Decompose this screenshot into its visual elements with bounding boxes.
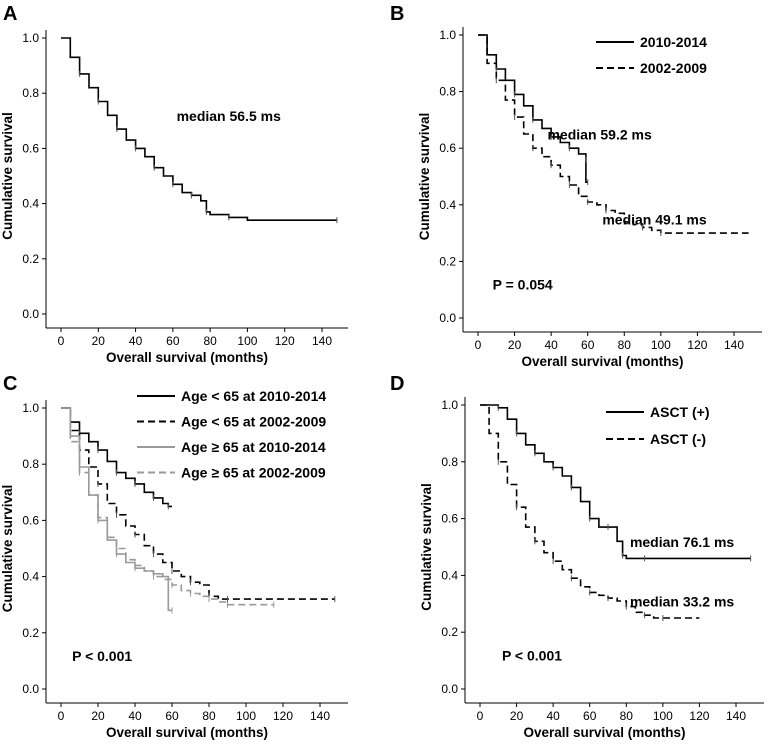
panel-c-y-tick-label: 0.4 <box>22 570 39 584</box>
panel-a-y-tick-label: 0.2 <box>22 252 39 266</box>
panel-a-y-axis-label: Cumulative survival <box>0 112 15 240</box>
panel-d-y-tick-label: 0.6 <box>441 512 458 526</box>
panel-a-series-1-curve <box>61 37 337 221</box>
panel-d-annotation: P < 0.001 <box>502 648 562 664</box>
panel-c-series-1-curve <box>61 407 172 508</box>
panel-a-y-tick-label: 0.8 <box>22 86 39 100</box>
panel-c-x-tick-label: 0 <box>58 709 65 723</box>
panel-b-y-axis-label: Cumulative survival <box>417 113 432 241</box>
panel-d-x-axis-label: Overall survival (months) <box>523 725 685 740</box>
panel-a-x-axis-label: Overall survival (months) <box>106 350 268 365</box>
panel-c-x-tick-label: 140 <box>310 709 330 723</box>
panel-c-x-tick-label: 120 <box>273 709 293 723</box>
panel-c-x-tick-label: 20 <box>91 709 105 723</box>
panel-b-y-tick-label: 0.4 <box>439 198 456 212</box>
panel-d-legend-label: ASCT (-) <box>650 431 706 447</box>
panel-c-legend-label: Age ≥ 65 at 2002-2009 <box>181 465 326 481</box>
panel-b-y-tick-label: 0.2 <box>439 254 456 268</box>
panel-b-annotation: median 49.1 ms <box>602 212 706 228</box>
panel-a-x-tick-label: 20 <box>92 334 106 348</box>
panel-a-x-tick-label: 120 <box>275 334 295 348</box>
panel-c-y-tick-label: 0.8 <box>22 457 39 471</box>
panel-d-x-tick-label: 80 <box>620 709 634 723</box>
panel-a-x-tick-label: 60 <box>166 334 180 348</box>
panel-c-series-2-curve <box>61 407 335 600</box>
panel-b-annotation: P = 0.054 <box>493 277 553 293</box>
panel-b-series-2-curve <box>478 34 749 234</box>
panel-d-y-tick-label: 0.0 <box>441 682 458 696</box>
panel-d-letter: D <box>390 373 404 395</box>
panel-d-x-tick-label: 120 <box>689 709 709 723</box>
panel-c-letter: C <box>3 373 17 395</box>
panel-b-legend-label: 2010-2014 <box>640 34 707 50</box>
panel-b-x-tick-label: 20 <box>508 338 522 352</box>
panel-d-y-tick-label: 0.8 <box>441 455 458 469</box>
panel-a-x-tick-label: 80 <box>203 334 217 348</box>
panel-d-x-tick-label: 140 <box>726 709 746 723</box>
panel-c-y-tick-label: 1.0 <box>22 401 39 415</box>
panel-c-x-axis-label: Overall survival (months) <box>106 725 268 740</box>
panel-b-x-tick-label: 120 <box>687 338 707 352</box>
panel-d-annotation: median 33.2 ms <box>630 594 734 610</box>
panel-c-x-tick-label: 80 <box>202 709 216 723</box>
panel-d-x-tick-label: 20 <box>510 709 524 723</box>
panel-c-x-tick-label: 40 <box>128 709 142 723</box>
panel-d-x-tick-label: 0 <box>477 709 484 723</box>
panel-a-annotation: median 56.5 ms <box>177 108 281 124</box>
panel-c-y-tick-label: 0.0 <box>22 682 39 696</box>
panel-a-y-tick-label: 0.0 <box>22 307 39 321</box>
panel-a-x-tick-label: 40 <box>129 334 143 348</box>
panel-d-y-tick-label: 0.4 <box>441 568 458 582</box>
panel-d-y-tick-label: 0.2 <box>441 625 458 639</box>
panel-b-x-tick-label: 80 <box>618 338 632 352</box>
panel-b-x-tick-label: 0 <box>475 338 482 352</box>
panel-c-annotation: P < 0.001 <box>72 648 132 664</box>
panel-d: D 0.0 0.2 0.4 0.6 0.8 1.0 0 20 40 60 80 100 120 140 Ove… <box>390 373 764 740</box>
panel-a-y-tick-label: 0.4 <box>22 197 39 211</box>
panel-b-x-axis-label: Overall survival (months) <box>521 354 683 369</box>
panel-c-legend-label: Age < 65 at 2010-2014 <box>181 388 326 404</box>
panel-a-x-tick-label: 100 <box>237 334 257 348</box>
panel-c-y-axis-label: Cumulative survival <box>0 485 15 613</box>
panel-b-legend-label: 2002-2009 <box>640 60 707 76</box>
panel-c: C 0.0 0.2 0.4 0.6 0.8 1.0 0 20 40 60 80 100 120 140 Ove… <box>0 373 348 740</box>
panel-c-series-4-curve <box>61 407 274 606</box>
panel-d-y-tick-label: 1.0 <box>441 398 458 412</box>
panel-b-y-tick-label: 0.6 <box>439 141 456 155</box>
panel-b-y-tick-label: 0.8 <box>439 85 456 99</box>
panel-d-annotation: median 76.1 ms <box>630 534 734 550</box>
panel-d-x-tick-label: 40 <box>546 709 560 723</box>
panel-b-x-tick-label: 100 <box>651 338 671 352</box>
panel-b: B 0.0 0.2 0.4 0.6 0.8 1.0 0 20 40 60 80 100 120 140 Ove… <box>390 3 762 369</box>
panel-d-legend-label: ASCT (+) <box>650 404 710 420</box>
panel-c-x-tick-label: 60 <box>165 709 179 723</box>
panel-b-y-tick-label: 1.0 <box>439 28 456 42</box>
panel-d-series-1-curve <box>480 404 751 560</box>
panel-a-x-tick-label: 140 <box>312 334 332 348</box>
panel-a-x-tick-label: 0 <box>58 334 65 348</box>
panel-b-annotation: median 59.2 ms <box>547 127 651 143</box>
panel-b-x-tick-label: 60 <box>581 338 595 352</box>
panel-d-x-tick-label: 60 <box>583 709 597 723</box>
panel-b-y-tick-label: 0.0 <box>439 311 456 325</box>
panel-b-letter: B <box>390 3 404 25</box>
panel-b-x-tick-label: 140 <box>724 338 744 352</box>
panel-c-y-tick-label: 0.2 <box>22 626 39 640</box>
panel-a-y-tick-label: 0.6 <box>22 141 39 155</box>
panel-d-x-tick-label: 100 <box>653 709 673 723</box>
panel-c-legend-label: Age < 65 at 2002-2009 <box>181 414 326 430</box>
panel-d-y-axis-label: Cumulative survival <box>419 483 434 611</box>
panel-a-y-tick-label: 1.0 <box>22 31 39 45</box>
panel-b-x-tick-label: 40 <box>544 338 558 352</box>
panel-a: A 0.0 0.2 0.4 0.6 0.8 1.0 0 20 40 60 80 100 120 140 Ove… <box>0 3 348 365</box>
panel-c-x-tick-label: 100 <box>236 709 256 723</box>
panel-a-letter: A <box>3 3 17 25</box>
panel-c-y-tick-label: 0.6 <box>22 513 39 527</box>
panel-c-legend-label: Age ≥ 65 at 2010-2014 <box>181 439 326 455</box>
panel-b-series-1-curve <box>478 34 588 183</box>
